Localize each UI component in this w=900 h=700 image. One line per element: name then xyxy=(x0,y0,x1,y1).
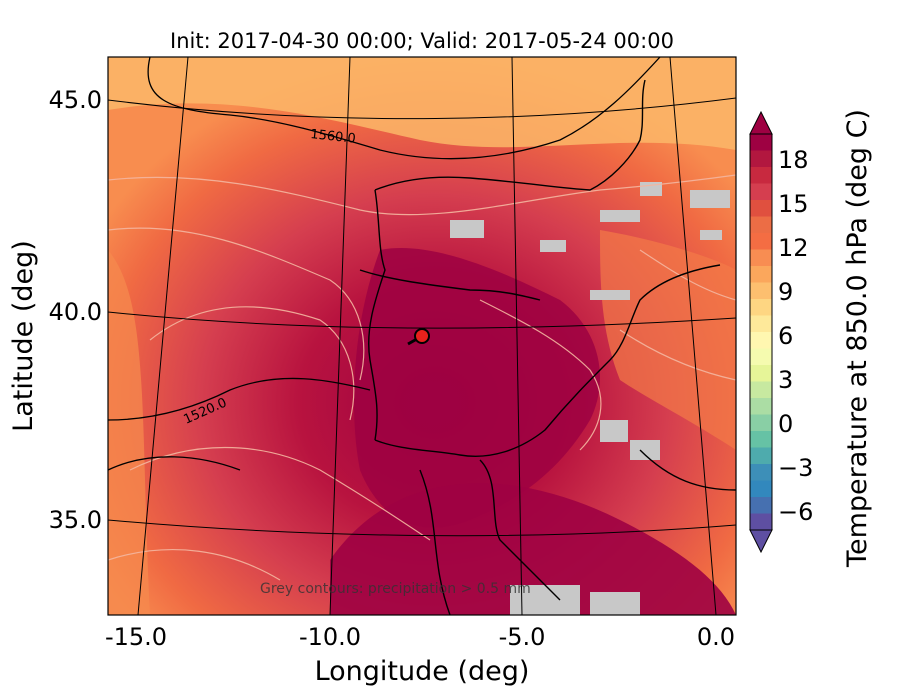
colorbar-band xyxy=(750,497,772,514)
x-axis-label: Longitude (deg) xyxy=(315,656,530,687)
colorbar-band xyxy=(750,513,772,531)
colorbar-band xyxy=(750,398,772,415)
colorbar-band xyxy=(750,315,772,333)
colorbar-band xyxy=(750,365,772,382)
colorbar-band xyxy=(750,447,772,465)
location-marker xyxy=(414,328,430,344)
map-title: Init: 2017-04-30 00:00; Valid: 2017-05-2… xyxy=(170,29,674,53)
colorbar-bands xyxy=(750,134,772,531)
x-tick-label: -5.0 xyxy=(499,623,546,651)
colorbar-top-extension xyxy=(749,110,773,135)
map-frame xyxy=(107,56,737,616)
y-axis-label: Latitude (deg) xyxy=(8,240,39,432)
colorbar-tick: −6 xyxy=(778,498,813,526)
colorbar-tick: −3 xyxy=(778,454,813,482)
contour-label-1560: 1560.0 xyxy=(310,127,357,147)
colorbar-band xyxy=(750,480,772,498)
isotherm-lines xyxy=(108,174,736,581)
colorbar-band xyxy=(750,381,772,399)
precipitation-note: Grey contours: precipitation > 0.5 mm xyxy=(260,581,531,597)
y-tick-label: 35.0 xyxy=(49,506,102,534)
colorbar-band xyxy=(750,414,772,432)
x-tick-label: -10.0 xyxy=(299,623,361,651)
colorbar-tick: 15 xyxy=(778,190,809,218)
colorbar-band xyxy=(750,266,772,283)
colorbar-band xyxy=(750,348,772,366)
x-tick-label: 0.0 xyxy=(697,623,735,651)
colorbar: 18 15 12 9 6 3 0 −3 −6 Temperature at 85… xyxy=(749,109,873,568)
colorbar-band xyxy=(750,200,772,217)
colorbar-tick: 18 xyxy=(778,146,809,174)
colorbar-band xyxy=(750,464,772,481)
x-tick-labels: -15.0 -10.0 -5.0 0.0 xyxy=(105,623,735,651)
x-tick-label: -15.0 xyxy=(105,623,167,651)
colorbar-band xyxy=(750,299,772,316)
colorbar-tick: 6 xyxy=(778,322,793,350)
y-tick-label: 40.0 xyxy=(49,298,102,326)
precipitation-areas xyxy=(450,182,730,615)
colorbar-label: Temperature at 850.0 hPa (deg C) xyxy=(842,109,873,568)
geopotential-contours xyxy=(108,57,661,471)
colorbar-band xyxy=(750,150,772,168)
colorbar-tick: 3 xyxy=(778,366,793,394)
y-tick-label: 45.0 xyxy=(49,86,102,114)
colorbar-tick: 0 xyxy=(778,410,793,438)
colorbar-band xyxy=(750,249,772,267)
y-tick-labels: 35.0 40.0 45.0 xyxy=(49,86,102,534)
colorbar-band xyxy=(750,167,772,184)
colorbar-tick: 12 xyxy=(778,234,809,262)
colorbar-tick-labels: 18 15 12 9 6 3 0 −3 −6 xyxy=(778,146,813,526)
coastlines xyxy=(359,79,736,615)
temperature-field xyxy=(108,57,736,615)
colorbar-tick: 9 xyxy=(778,278,793,306)
colorbar-band xyxy=(750,216,772,234)
colorbar-bottom-extension xyxy=(749,529,773,554)
graticule xyxy=(108,57,736,615)
colorbar-band xyxy=(750,233,772,250)
colorbar-band xyxy=(750,282,772,300)
colorbar-band xyxy=(750,183,772,201)
colorbar-band xyxy=(750,332,772,349)
colorbar-band xyxy=(750,134,772,151)
colorbar-band xyxy=(750,431,772,448)
